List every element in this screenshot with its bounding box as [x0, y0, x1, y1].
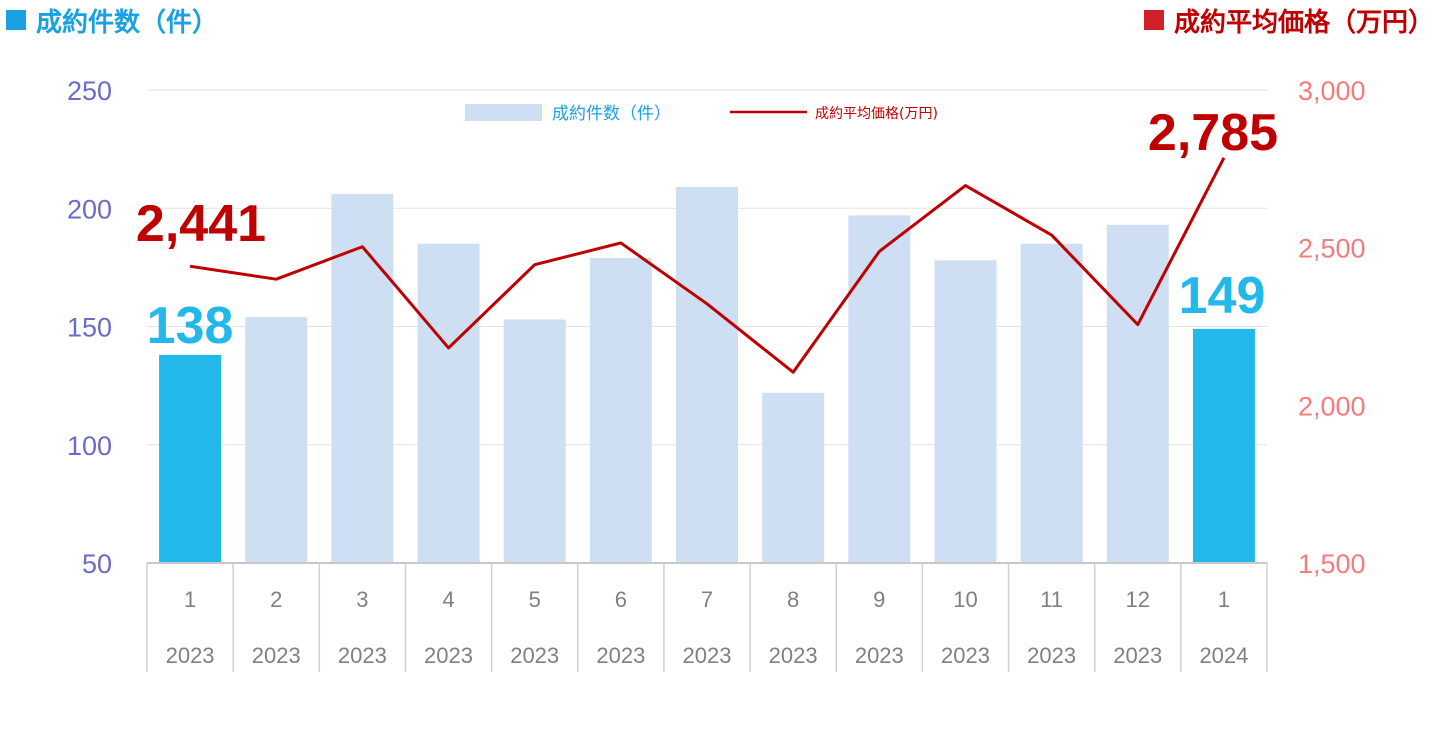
year-label: 2023 — [769, 643, 818, 668]
left-tick-label: 50 — [82, 549, 112, 579]
month-label: 10 — [953, 587, 977, 612]
legend-line-label: 成約平均価格(万円) — [815, 106, 938, 122]
line-series-marker-icon — [1143, 10, 1164, 30]
year-label: 2023 — [510, 643, 559, 668]
month-label: 11 — [1040, 587, 1063, 612]
left-axis-title: 成約件数（件） — [6, 2, 218, 39]
left-tick-label: 200 — [67, 194, 112, 224]
year-label: 2023 — [424, 643, 473, 668]
bar — [676, 186, 738, 563]
year-label: 2023 — [596, 643, 645, 668]
year-label: 2023 — [941, 643, 990, 668]
year-label: 2024 — [1199, 643, 1248, 668]
legend-bar-swatch — [465, 104, 542, 121]
legend: 成約件数（件） 成約平均価格(万円) — [465, 104, 938, 124]
callouts: 138 149 2,441 2,785 — [136, 104, 1278, 355]
month-label: 1 — [1218, 587, 1230, 612]
price-line — [189, 157, 1226, 374]
bar — [848, 215, 911, 563]
callout-first-price: 2,441 — [136, 195, 266, 253]
year-label: 2023 — [1113, 643, 1162, 668]
bar — [159, 354, 222, 563]
bar — [762, 392, 825, 563]
month-label: 2 — [270, 587, 282, 612]
bar — [245, 317, 308, 563]
left-axis-title-text: 成約件数（件） — [36, 8, 219, 38]
right-tick-label: 2,000 — [1298, 391, 1366, 421]
month-label: 5 — [529, 587, 541, 612]
bar — [1192, 328, 1255, 563]
callout-last-price: 2,785 — [1148, 104, 1278, 162]
year-label: 2023 — [855, 643, 904, 668]
year-label: 2023 — [338, 643, 387, 668]
right-tick-label: 3,000 — [1298, 76, 1366, 106]
legend-bar-label: 成約件数（件） — [552, 104, 671, 124]
axes: 50 100 150 200 250 1,500 2,000 2,500 3,000 1 2023 2… — [67, 76, 1366, 672]
month-label: 8 — [787, 587, 799, 612]
right-tick-label: 1,500 — [1298, 549, 1366, 579]
year-label: 2023 — [1027, 643, 1076, 668]
line-series — [189, 157, 1226, 374]
month-label: 3 — [356, 587, 368, 612]
left-tick-label: 100 — [67, 431, 112, 461]
bar — [1106, 224, 1169, 563]
right-axis-title-text: 成約平均価格（万円） — [1173, 8, 1434, 38]
bar — [331, 194, 394, 563]
bar — [503, 319, 566, 563]
year-label: 2023 — [683, 643, 732, 668]
left-tick-label: 250 — [67, 76, 112, 106]
callout-first-count: 138 — [147, 297, 234, 355]
left-tick-label: 150 — [67, 313, 112, 343]
year-label: 2023 — [252, 643, 301, 668]
right-axis-title: 成約平均価格（万円） — [1143, 2, 1434, 39]
year-label: 2023 — [166, 643, 215, 668]
month-label: 12 — [1126, 587, 1150, 612]
month-label: 4 — [442, 587, 454, 612]
bar — [1020, 243, 1083, 563]
bar-series — [159, 186, 1255, 563]
month-label: 9 — [873, 587, 885, 612]
month-label: 6 — [615, 587, 627, 612]
month-label: 1 — [184, 587, 196, 612]
bar-series-marker-icon — [6, 10, 26, 30]
month-label: 7 — [701, 587, 713, 612]
right-tick-label: 2,500 — [1298, 234, 1366, 264]
bar — [589, 257, 652, 563]
bar — [934, 260, 997, 563]
callout-last-count: 149 — [1179, 267, 1266, 325]
bar — [417, 243, 480, 563]
